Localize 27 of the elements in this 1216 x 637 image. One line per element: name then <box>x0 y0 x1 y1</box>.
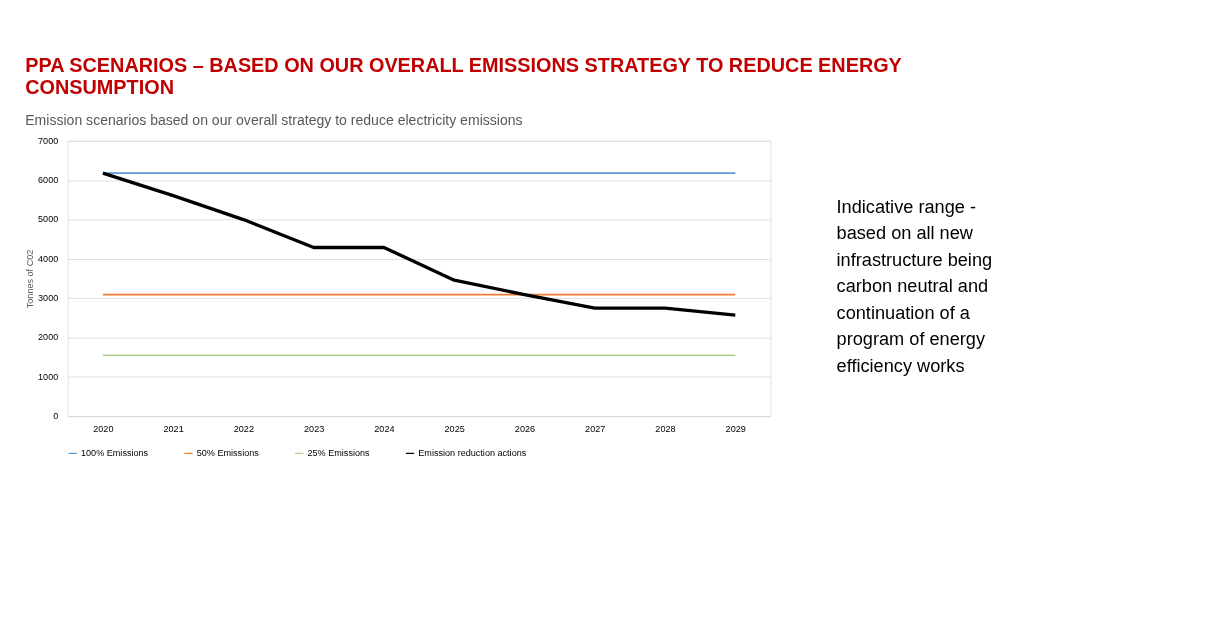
chart-title: PPA SCENARIOS – BASED ON OUR OVERALL EMISSIONS STRATEGY TO REDUCE ENERGY CONSUMPTION <box>25 54 902 98</box>
x-tick-label: 2027 <box>585 424 606 435</box>
x-tick-label: 2020 <box>93 424 114 435</box>
y-axis-title: Tonnes of C02 <box>25 249 36 309</box>
y-tick-label: 2000 <box>38 332 59 343</box>
x-tick-label: 2021 <box>163 424 184 435</box>
y-tick-label: 3000 <box>38 293 59 304</box>
x-tick-label: 2026 <box>514 424 536 435</box>
x-tick-label: 2022 <box>233 424 254 435</box>
x-tick-label: 2029 <box>725 424 746 435</box>
x-tick-label: 2023 <box>304 424 325 435</box>
legend-label: 25% Emissions <box>307 447 371 458</box>
y-tick-label: 5000 <box>38 214 59 225</box>
legend-label: 50% Emissions <box>196 447 260 458</box>
y-tick-label: 4000 <box>38 253 59 264</box>
y-tick-label: 1000 <box>38 371 59 382</box>
y-tick-label: 6000 <box>38 175 59 186</box>
chart-subtitle: Emission scenarios based on our overall strategy to reduce electricity emissions <box>25 112 523 129</box>
x-tick-label: 2028 <box>655 424 676 435</box>
line-series <box>101 171 737 317</box>
legend-label: 100% Emissions <box>81 447 149 458</box>
x-tick-label: 2025 <box>444 424 465 435</box>
text: Indicative range - based on all new infrastructure being carbon neutral and continuation of a program of energy efficiency works <box>836 196 993 376</box>
legend-label: Emission reduction actions <box>418 447 527 458</box>
y-tick-label: 7000 <box>38 135 59 146</box>
x-tick-label: 2024 <box>374 424 395 435</box>
y-tick-label: 0 <box>53 411 59 422</box>
